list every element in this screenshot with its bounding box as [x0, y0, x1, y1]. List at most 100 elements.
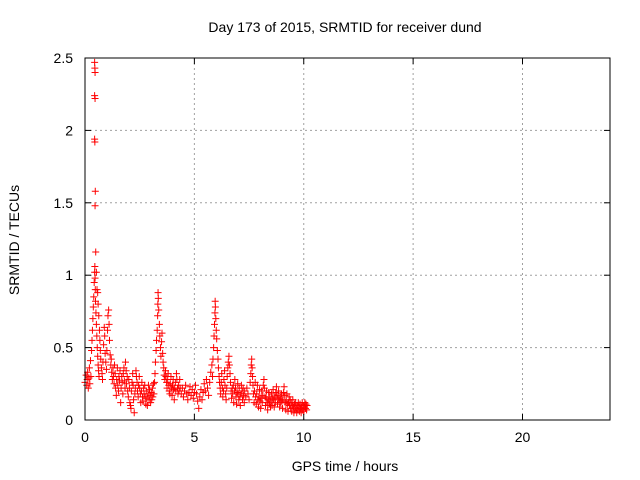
- data-point: [93, 344, 101, 352]
- data-point: [108, 368, 116, 376]
- data-point: [126, 399, 134, 407]
- data-point: [221, 367, 229, 375]
- data-point: [101, 332, 109, 340]
- data-point: [224, 358, 232, 366]
- data-point: [233, 388, 241, 396]
- data-point: [230, 399, 238, 407]
- data-point: [149, 380, 157, 388]
- data-point: [123, 380, 131, 388]
- data-point: [265, 388, 273, 396]
- data-point: [105, 306, 113, 314]
- data-point: [189, 394, 197, 402]
- data-point: [86, 357, 94, 365]
- data-point: [239, 396, 246, 404]
- tick-labels: 0 5 10 15 20 0 0.5 1 1.5 2 2.5: [54, 50, 531, 445]
- data-point: [127, 404, 135, 412]
- data-point: [269, 386, 277, 394]
- data-point: [236, 402, 244, 410]
- data-point: [125, 375, 133, 383]
- data-point: [160, 371, 168, 379]
- data-point: [272, 383, 280, 391]
- data-point: [130, 396, 138, 404]
- chart-title: Day 173 of 2015, SRMTID for receiver dun…: [208, 19, 481, 35]
- data-point: [214, 364, 222, 372]
- data-point: [249, 373, 257, 381]
- data-point: [100, 323, 108, 331]
- data-point: [91, 274, 99, 282]
- data-point: [273, 391, 281, 399]
- data-point: [95, 373, 103, 381]
- data-point: [214, 355, 222, 363]
- data-point: [146, 386, 154, 394]
- data-point: [209, 373, 217, 381]
- data-point: [116, 367, 124, 375]
- data-point: [101, 349, 109, 357]
- data-point: [92, 320, 100, 328]
- data-point: [95, 312, 103, 320]
- data-point: [100, 341, 108, 349]
- x-tick-label: 0: [81, 429, 89, 445]
- data-point: [226, 370, 234, 378]
- data-point: [92, 268, 100, 276]
- data-point: [114, 381, 122, 389]
- data-point: [107, 355, 115, 363]
- data-point: [267, 397, 275, 405]
- data-point: [149, 393, 157, 401]
- plot-frame: [84, 57, 611, 421]
- data-point: [303, 402, 311, 410]
- data-point: [205, 391, 213, 399]
- data-point: [220, 375, 228, 383]
- data-point: [142, 387, 150, 395]
- data-point: [243, 384, 251, 392]
- data-point: [88, 326, 96, 334]
- data-point: [88, 336, 96, 344]
- data-point: [82, 371, 90, 379]
- data-point: [91, 138, 99, 146]
- x-tick-label: 15: [405, 429, 421, 445]
- data-point: [221, 381, 229, 389]
- y-tick-label: 1: [65, 267, 73, 283]
- data-point: [135, 373, 143, 381]
- x-tick-label: 20: [515, 429, 531, 445]
- data-point: [279, 404, 287, 412]
- data-point: [144, 381, 152, 389]
- y-tick-label: 1.5: [54, 195, 74, 211]
- y-tick-label: 2.5: [54, 50, 74, 66]
- data-point: [195, 404, 203, 412]
- data-point: [86, 380, 94, 388]
- data-point: [119, 390, 127, 398]
- data-point: [268, 390, 276, 398]
- data-point: [170, 396, 178, 404]
- data-point: [111, 370, 119, 378]
- data-point: [164, 370, 172, 378]
- data-point: [157, 352, 165, 360]
- data-point: [228, 394, 236, 402]
- data-point: [176, 375, 184, 383]
- data-point: [207, 368, 215, 376]
- data-point: [302, 400, 310, 408]
- data-point: [285, 393, 293, 401]
- data-point: [202, 375, 210, 383]
- data-point: [94, 352, 102, 360]
- data-point: [88, 346, 96, 354]
- data-point: [275, 387, 283, 395]
- data-point: [102, 365, 110, 373]
- axis-ticks: [84, 57, 610, 421]
- data-point: [99, 375, 106, 383]
- data-point: [92, 248, 100, 256]
- data-point: [152, 346, 160, 354]
- data-point: [95, 326, 103, 334]
- data-point: [231, 375, 239, 383]
- x-axis-label: GPS time / hours: [292, 458, 399, 474]
- data-point: [223, 373, 231, 381]
- data-point: [200, 380, 208, 388]
- data-point: [240, 399, 248, 407]
- data-point: [182, 381, 190, 389]
- data-point: [293, 402, 301, 410]
- y-axis-label: SRMTID / TECUs: [6, 185, 22, 295]
- data-point: [141, 393, 149, 401]
- y-tick-label: 0.5: [54, 340, 74, 356]
- data-point: [91, 95, 99, 103]
- data-point: [226, 378, 234, 386]
- data-point: [213, 335, 221, 343]
